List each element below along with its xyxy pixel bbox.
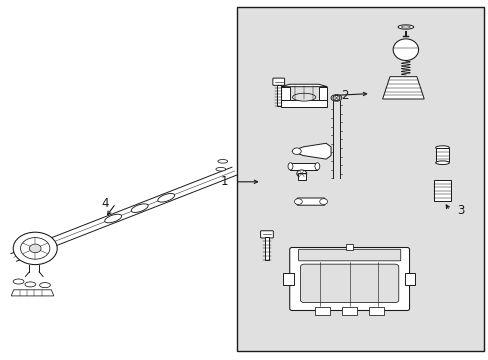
FancyBboxPatch shape (260, 231, 273, 238)
Text: 3: 3 (456, 204, 464, 217)
Bar (342, 307, 356, 315)
Ellipse shape (292, 93, 315, 101)
Circle shape (292, 148, 301, 154)
FancyBboxPatch shape (272, 78, 284, 85)
Circle shape (29, 244, 41, 253)
Bar (404, 273, 415, 285)
Ellipse shape (401, 26, 409, 28)
Ellipse shape (158, 193, 174, 202)
Bar (315, 307, 329, 315)
Ellipse shape (131, 204, 148, 212)
FancyBboxPatch shape (298, 249, 400, 261)
Bar (276, 85, 280, 106)
Ellipse shape (435, 161, 448, 165)
Text: 1: 1 (220, 175, 227, 188)
Polygon shape (11, 290, 54, 296)
Bar (280, 100, 327, 107)
Ellipse shape (287, 163, 292, 170)
Ellipse shape (218, 159, 227, 163)
Circle shape (319, 199, 327, 204)
Polygon shape (295, 198, 326, 205)
Circle shape (13, 232, 57, 265)
Ellipse shape (40, 283, 50, 288)
Bar (283, 273, 293, 285)
Bar (318, 87, 327, 100)
Text: 4: 4 (101, 197, 109, 210)
Bar (297, 173, 305, 180)
Bar (368, 307, 383, 315)
Polygon shape (291, 143, 330, 159)
Bar (435, 148, 448, 162)
Circle shape (296, 170, 306, 177)
FancyBboxPatch shape (300, 264, 398, 302)
Ellipse shape (435, 146, 448, 149)
Bar (264, 237, 269, 260)
Ellipse shape (104, 214, 122, 223)
Circle shape (294, 199, 302, 204)
Bar (433, 180, 450, 201)
Ellipse shape (397, 25, 413, 29)
Ellipse shape (13, 279, 24, 284)
Bar (237, 7, 483, 351)
Text: 2: 2 (340, 89, 348, 102)
FancyBboxPatch shape (289, 248, 408, 310)
Circle shape (332, 95, 339, 100)
Bar (280, 87, 289, 100)
Polygon shape (280, 84, 327, 87)
Ellipse shape (216, 167, 225, 171)
Polygon shape (382, 77, 423, 99)
Ellipse shape (392, 39, 418, 60)
Ellipse shape (314, 163, 319, 170)
Circle shape (20, 238, 50, 259)
Polygon shape (290, 163, 317, 170)
Bar (346, 243, 352, 250)
Ellipse shape (330, 95, 341, 101)
Ellipse shape (25, 282, 36, 287)
